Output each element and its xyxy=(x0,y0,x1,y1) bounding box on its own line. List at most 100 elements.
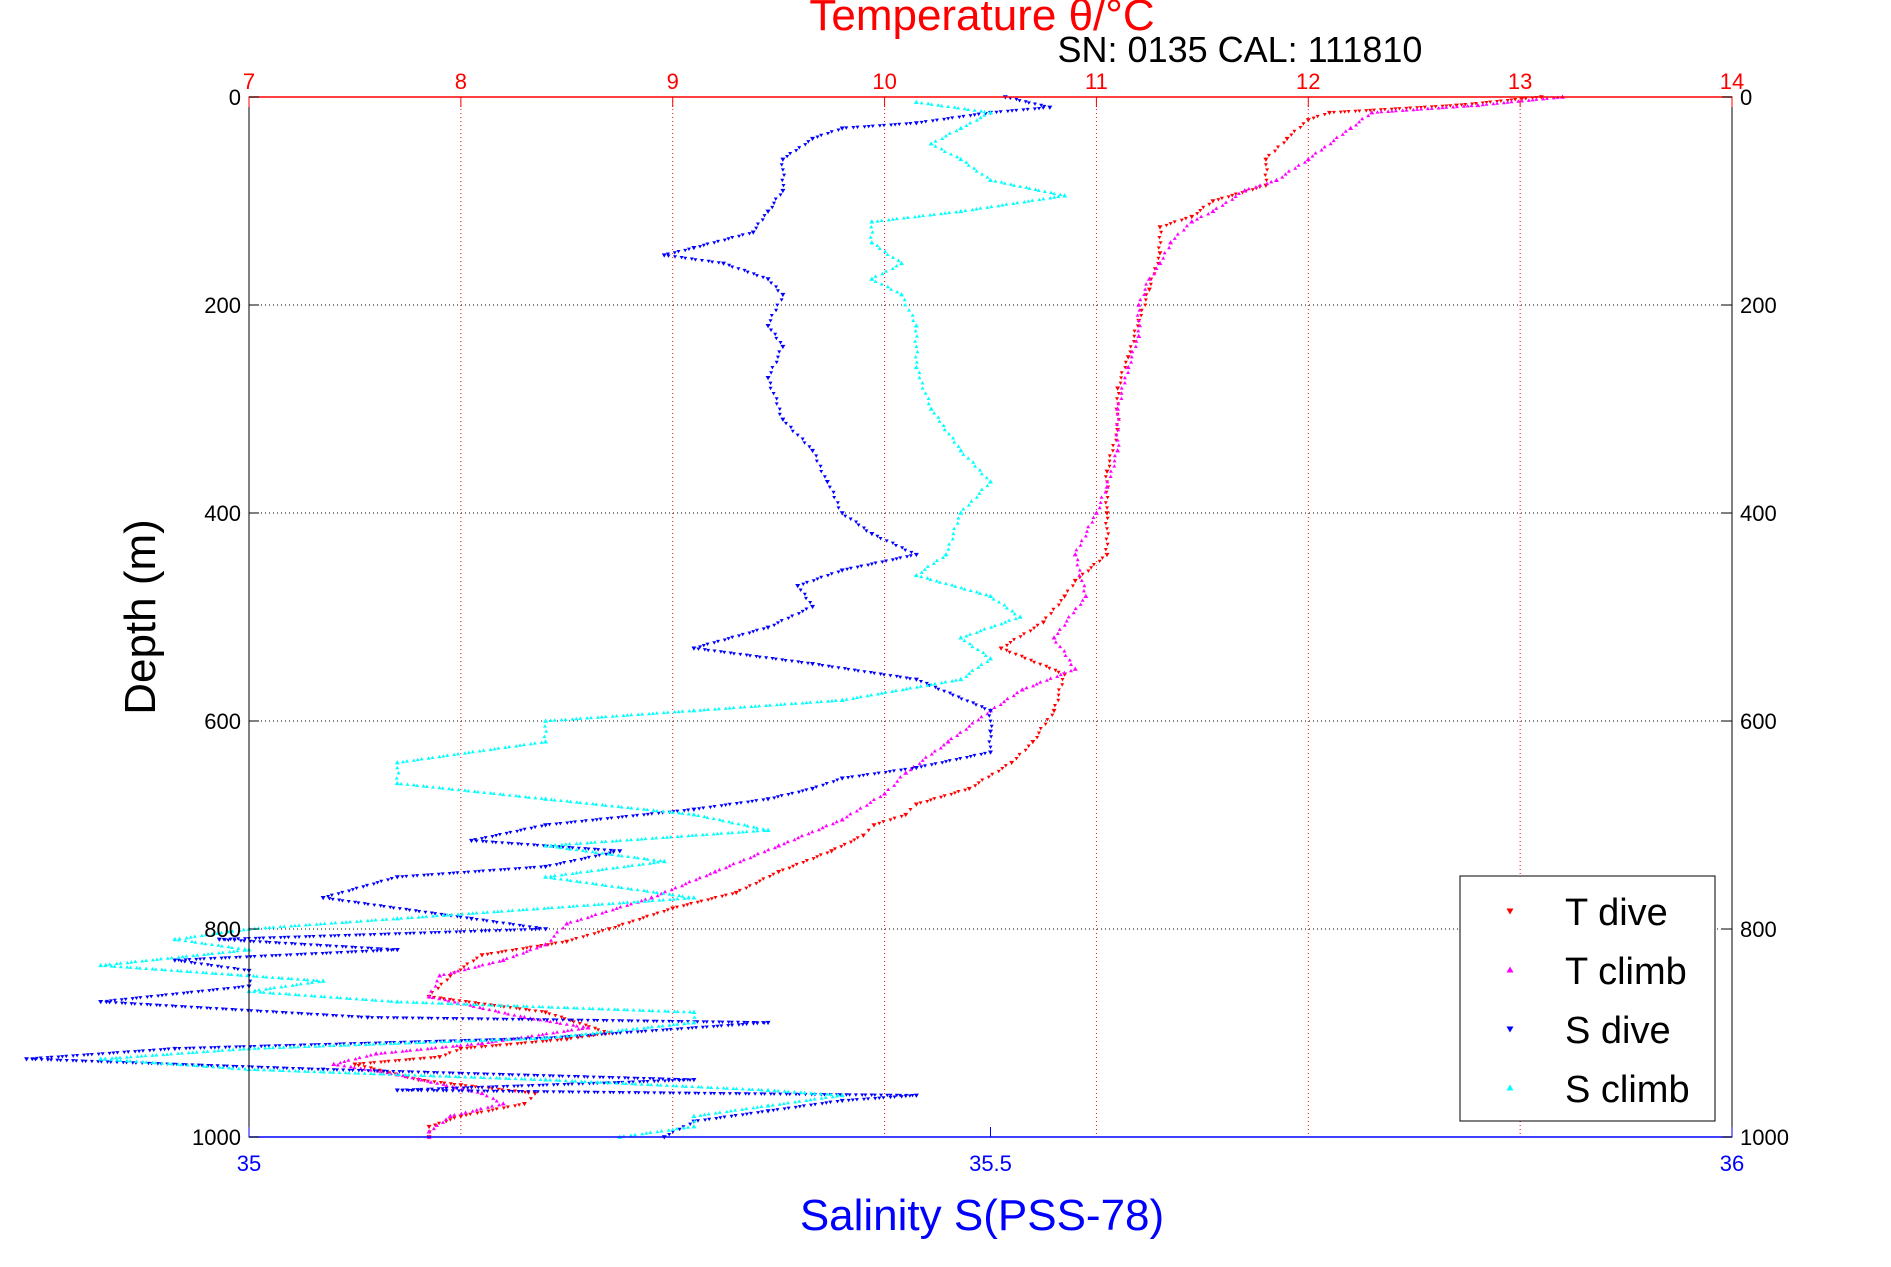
data-point xyxy=(657,1077,662,1081)
data-point xyxy=(691,1020,697,1025)
data-point xyxy=(609,816,614,821)
data-point xyxy=(932,411,937,415)
data-point xyxy=(391,916,396,921)
data-point xyxy=(519,1076,524,1081)
data-point xyxy=(629,712,634,717)
data-point xyxy=(317,979,322,984)
data-point xyxy=(666,1128,671,1132)
data-point xyxy=(1343,129,1348,133)
data-point xyxy=(1516,99,1521,103)
depth-tick-label-left: 200 xyxy=(204,293,241,318)
data-point xyxy=(335,995,340,999)
data-point xyxy=(487,869,492,873)
data-point xyxy=(494,1107,499,1111)
data-point xyxy=(309,952,314,956)
data-point xyxy=(661,835,666,840)
data-point xyxy=(793,1105,798,1110)
data-point xyxy=(722,238,727,242)
data-point xyxy=(557,1074,562,1079)
data-point xyxy=(539,824,544,829)
data-point xyxy=(765,1103,771,1108)
data-point xyxy=(1133,344,1138,348)
data-point xyxy=(360,950,365,954)
data-point xyxy=(1103,490,1108,494)
data-point xyxy=(111,1051,116,1055)
data-point xyxy=(39,1058,44,1062)
data-point xyxy=(900,687,905,692)
data-point xyxy=(1038,680,1043,684)
data-point xyxy=(479,1090,485,1096)
data-point xyxy=(1393,107,1398,111)
data-point xyxy=(508,830,513,835)
data-point xyxy=(854,1098,859,1102)
data-point xyxy=(762,214,767,218)
data-point xyxy=(103,963,108,968)
data-point xyxy=(574,841,579,846)
legend-label: S climb xyxy=(1565,1069,1690,1111)
data-point xyxy=(1051,708,1057,714)
data-point xyxy=(263,954,268,958)
data-point xyxy=(1017,752,1022,757)
data-point xyxy=(673,255,678,259)
data-point xyxy=(633,1082,638,1086)
data-point xyxy=(589,715,594,720)
data-point xyxy=(881,123,886,128)
data-point xyxy=(517,866,522,871)
data-point xyxy=(554,822,559,826)
data-point xyxy=(956,790,961,794)
data-point xyxy=(145,995,150,999)
data-point xyxy=(371,949,376,953)
data-point xyxy=(531,907,536,911)
data-point xyxy=(978,591,983,595)
data-point xyxy=(264,975,269,979)
data-point xyxy=(611,1090,616,1095)
data-point xyxy=(793,1100,798,1104)
data-point xyxy=(939,795,944,800)
data-point xyxy=(1119,396,1124,400)
data-point xyxy=(571,1023,576,1027)
data-point xyxy=(456,1089,461,1093)
data-point xyxy=(600,867,605,871)
data-point xyxy=(1236,191,1241,195)
data-point xyxy=(631,1027,636,1031)
data-point xyxy=(871,823,877,828)
data-point xyxy=(660,1019,665,1024)
data-point xyxy=(637,1080,642,1084)
data-point xyxy=(620,1091,625,1095)
data-point xyxy=(616,1081,621,1085)
data-point xyxy=(134,965,139,970)
data-point xyxy=(698,645,703,649)
data-point xyxy=(435,1081,440,1085)
data-point xyxy=(324,951,329,956)
data-point xyxy=(1106,532,1111,536)
data-point xyxy=(937,419,942,423)
data-point xyxy=(1156,256,1161,261)
data-point xyxy=(626,805,631,810)
data-point xyxy=(917,370,922,374)
data-point xyxy=(903,1094,908,1099)
data-point xyxy=(115,1058,120,1062)
data-point xyxy=(656,1079,661,1084)
data-point xyxy=(1526,98,1531,102)
data-point xyxy=(975,647,980,652)
data-point xyxy=(794,862,799,867)
data-point xyxy=(334,1042,339,1047)
data-point xyxy=(579,1079,584,1083)
data-point xyxy=(578,800,583,805)
data-point xyxy=(791,864,796,869)
data-point xyxy=(411,931,416,936)
data-point xyxy=(364,997,369,1002)
data-point xyxy=(998,646,1004,651)
data-point xyxy=(372,903,377,907)
data-point xyxy=(187,1046,192,1051)
data-point xyxy=(913,572,919,578)
data-point xyxy=(522,1073,527,1078)
data-point xyxy=(508,928,513,933)
data-point xyxy=(1050,713,1055,718)
data-point xyxy=(389,999,394,1003)
data-point xyxy=(592,847,597,852)
data-point xyxy=(785,155,790,159)
data-point xyxy=(1289,133,1294,137)
data-point xyxy=(389,948,394,953)
data-point xyxy=(631,814,636,818)
